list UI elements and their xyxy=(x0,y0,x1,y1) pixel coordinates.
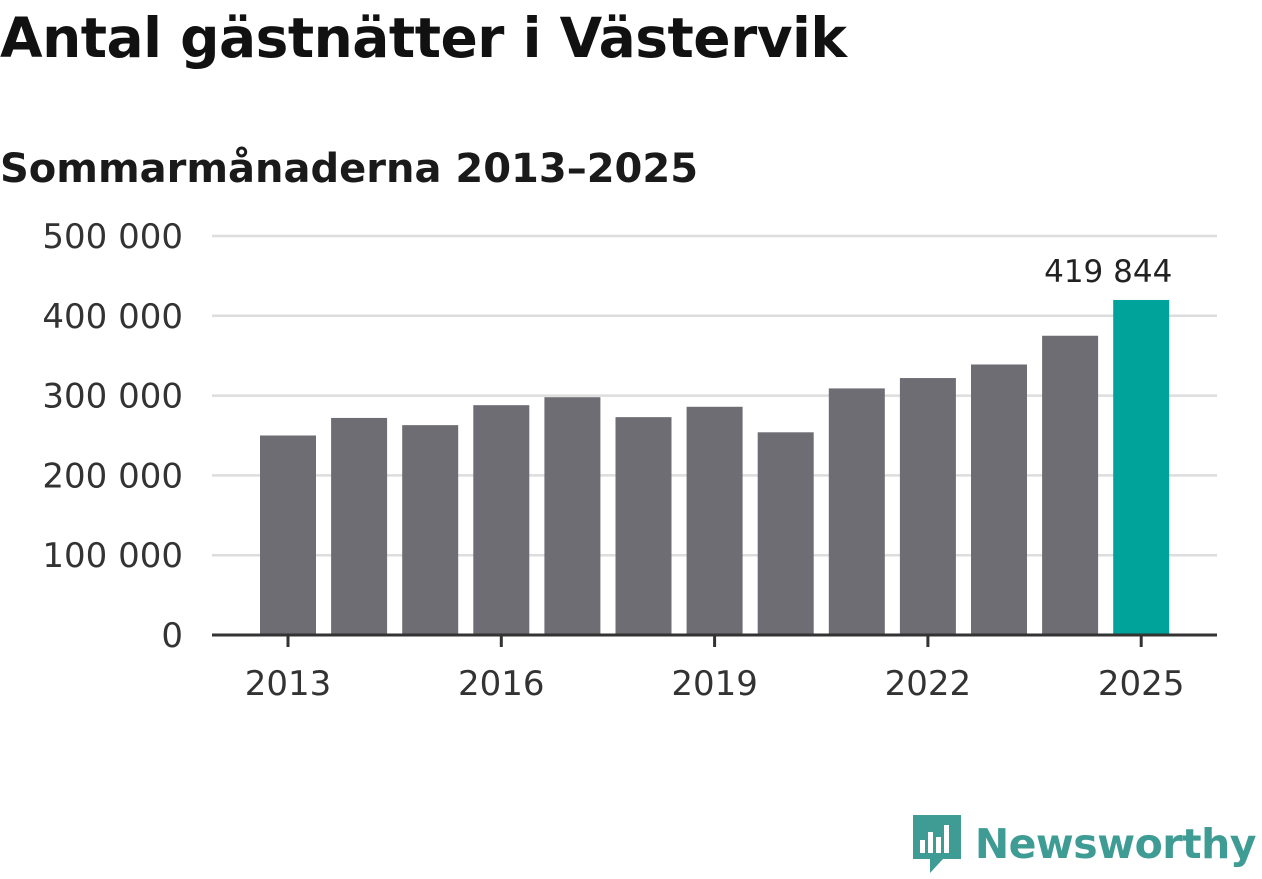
x-tick-label: 2022 xyxy=(885,664,972,704)
y-tick-label: 100 000 xyxy=(42,536,183,576)
bar-2013 xyxy=(260,435,316,635)
bar-2022 xyxy=(899,378,956,635)
tick-labels: 0 100 000 200 000 300 000 400 000 500 000 419 … xyxy=(42,217,1184,704)
x-tick-label: 2016 xyxy=(458,664,545,704)
y-tick-label: 200 000 xyxy=(42,456,183,496)
x-tick-label: 2013 xyxy=(245,664,332,704)
bar-2021 xyxy=(828,388,885,635)
bar-2017 xyxy=(544,397,601,635)
bar-2015 xyxy=(402,425,459,635)
y-tick-label: 400 000 xyxy=(42,297,183,337)
x-tick-label: 2025 xyxy=(1098,664,1185,704)
newsworthy-logo-icon xyxy=(912,815,961,873)
bar-2023 xyxy=(971,364,1027,635)
bar-data-label: 419 844 xyxy=(1044,254,1172,290)
y-tick-label: 300 000 xyxy=(42,377,183,417)
chart-subtitle: Sommarmånaderna 2013–2025 xyxy=(0,146,699,192)
y-tick-label: 500 000 xyxy=(42,217,183,257)
bar-2014 xyxy=(331,417,388,635)
newsworthy-logo: Newsworthy xyxy=(912,815,1257,873)
bar-2019 xyxy=(686,406,743,635)
x-axis xyxy=(212,633,1217,647)
bar-2016 xyxy=(473,405,530,635)
bar-chart: 0 100 000 200 000 300 000 400 000 500 000 419 … xyxy=(42,217,1217,704)
bar-2025 xyxy=(1113,299,1170,635)
bar-2024 xyxy=(1042,335,1099,635)
bar-2020 xyxy=(757,432,814,635)
x-tick-label: 2019 xyxy=(671,664,758,704)
y-tick-label: 0 xyxy=(161,616,183,656)
chart-title: Antal gästnätter i Västervik xyxy=(0,6,847,70)
bar-2018 xyxy=(615,417,672,635)
newsworthy-logo-text: Newsworthy xyxy=(974,820,1257,868)
bars xyxy=(260,299,1170,635)
